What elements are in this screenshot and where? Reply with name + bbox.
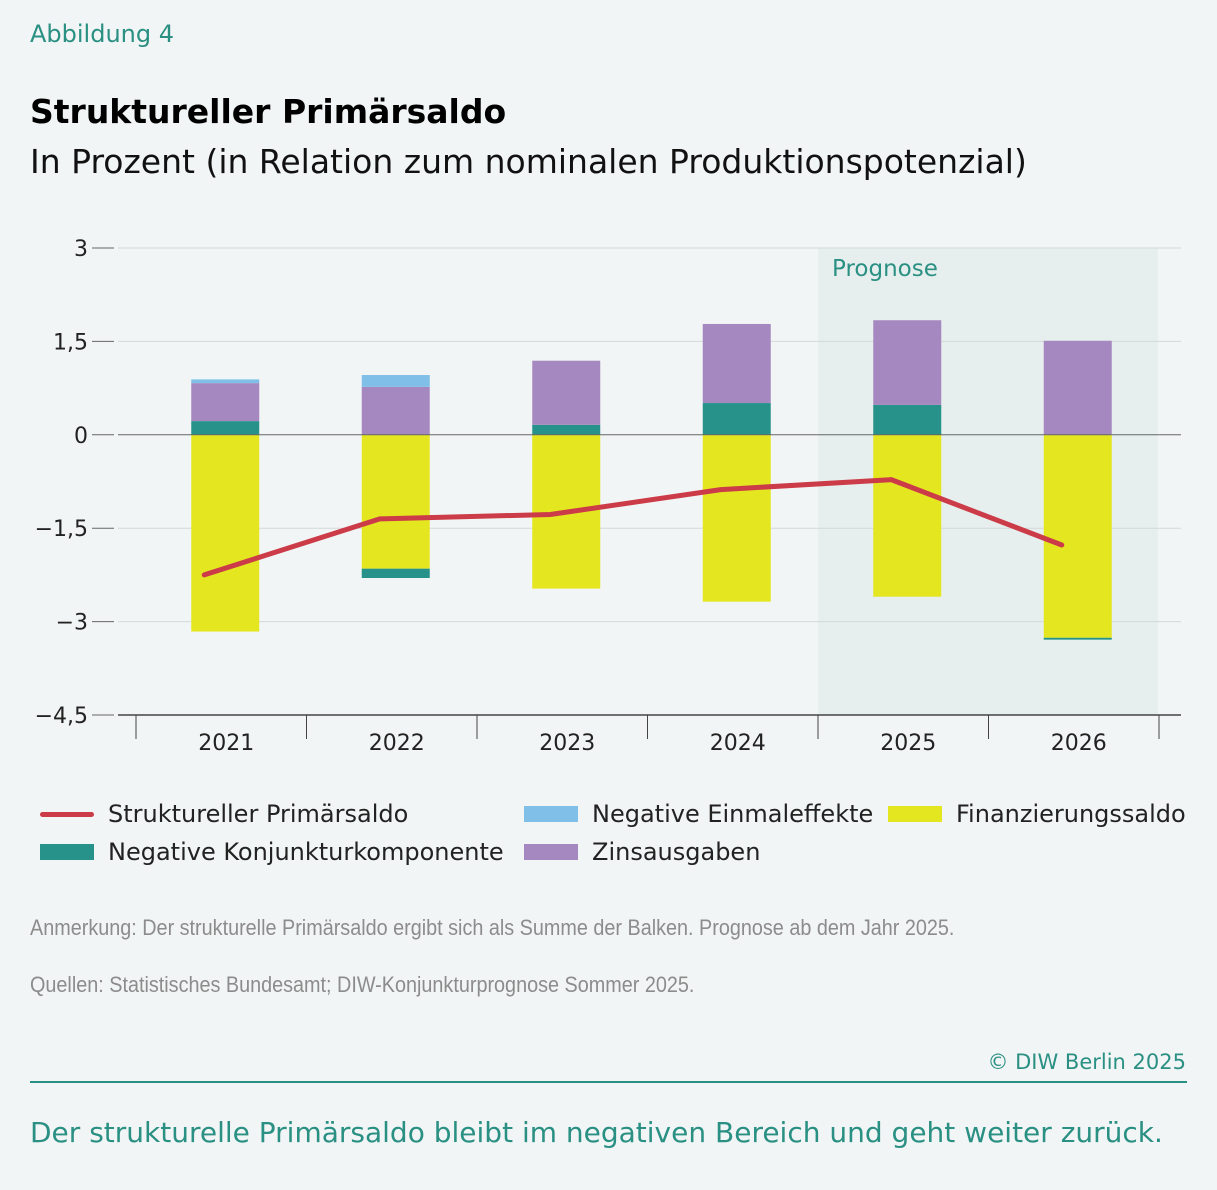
y-tick-label: −1,5 [35, 517, 88, 542]
bar-finanzierungssaldo [873, 434, 942, 597]
bar-zinsausgaben [1043, 340, 1112, 435]
chart-title: Struktureller Primärsaldo [30, 92, 507, 131]
legend-label: Zinsausgaben [592, 838, 761, 866]
legend-item-zins: Zinsausgaben [524, 838, 760, 866]
legend-swatch [524, 844, 578, 860]
x-tick-label: 2024 [710, 731, 766, 756]
bar-finanzierungssaldo [702, 434, 771, 602]
bar-zinsausgaben [532, 360, 601, 425]
bar-negative-konjunkturkomponente [361, 568, 430, 579]
x-tick-label: 2025 [880, 731, 936, 756]
chart-subtitle: In Prozent (in Relation zum nominalen Pr… [30, 142, 1027, 181]
bar-zinsausgaben [361, 386, 430, 435]
chart-plot: Prognose 3 1,5 0 −1,5 −3 −4,5 2021 2022 2023 2024 2… [35, 237, 1181, 756]
bar-negative-konjunkturkomponente [1043, 637, 1112, 640]
x-tick-label: 2023 [539, 731, 595, 756]
divider [30, 1081, 1187, 1083]
bar-zinsausgaben [191, 383, 260, 422]
bar-negative-konjunkturkomponente [873, 404, 942, 435]
forecast-label: Prognose [832, 256, 938, 282]
y-tick-label: 1,5 [53, 330, 88, 355]
x-tick-label: 2022 [369, 731, 425, 756]
bar-finanzierungssaldo [361, 434, 430, 569]
bar-negative-einmaleffekte [191, 379, 260, 384]
bar-negative-konjunkturkomponente [191, 421, 260, 435]
bar-zinsausgaben [702, 323, 771, 404]
bar-negative-konjunkturkomponente [532, 424, 601, 435]
legend-swatch [888, 806, 942, 822]
chart-source: Quellen: Statistisches Bundesamt; DIW-Ko… [30, 972, 695, 997]
legend-label: Negative Einmaleffekte [592, 800, 874, 828]
chart-note: Anmerkung: Der strukturelle Primärsaldo … [30, 915, 955, 940]
y-tick-label: 3 [74, 237, 88, 262]
legend-item-line: Struktureller Primärsaldo [40, 800, 408, 828]
legend-label: Struktureller Primärsaldo [108, 800, 409, 828]
y-tick-label: −4,5 [35, 704, 88, 729]
legend-item-konjunktur: Negative Konjunkturkomponente [40, 838, 504, 866]
legend-swatch [40, 844, 94, 860]
legend-item-einmal: Negative Einmaleffekte [524, 800, 873, 828]
y-tick-label: 0 [74, 424, 88, 449]
line-struktureller-primaersaldo [201, 477, 1065, 578]
bar-finanzierungssaldo [191, 434, 260, 632]
legend-swatch [524, 806, 578, 822]
takeaway: Der strukturelle Primärsaldo bleibt im n… [30, 1116, 1163, 1149]
x-tick-label: 2026 [1051, 731, 1107, 756]
legend-item-finanz: Finanzierungssaldo [888, 800, 1186, 828]
legend-label: Finanzierungssaldo [956, 800, 1186, 828]
legend-label: Negative Konjunkturkomponente [108, 838, 504, 866]
copyright: © DIW Berlin 2025 [987, 1050, 1186, 1074]
bar-zinsausgaben [873, 320, 942, 405]
x-tick-label: 2021 [198, 731, 254, 756]
bar-finanzierungssaldo [1043, 434, 1112, 638]
legend-swatch [40, 811, 94, 817]
bar-negative-konjunkturkomponente [702, 403, 771, 435]
y-tick-label: −3 [56, 611, 88, 636]
bar-negative-einmaleffekte [361, 375, 430, 387]
figure-label: Abbildung 4 [30, 20, 175, 48]
